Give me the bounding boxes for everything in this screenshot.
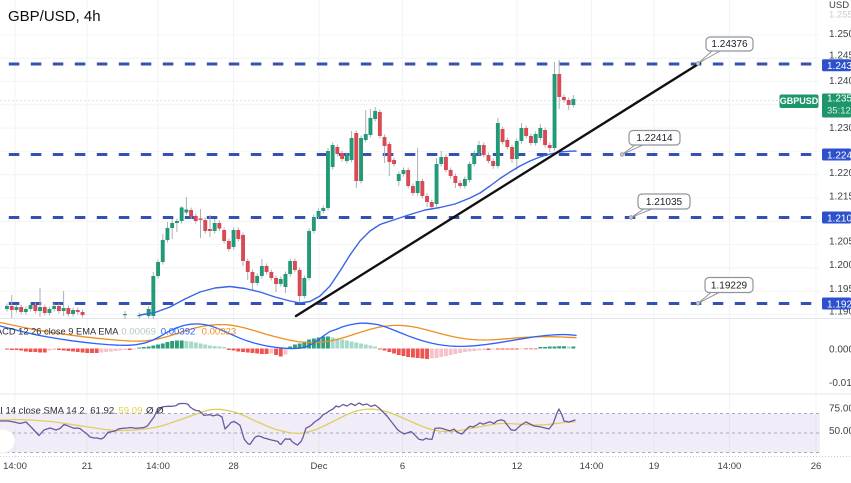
svg-text:1.24000: 1.24000 — [829, 76, 851, 87]
svg-text:19: 19 — [649, 461, 660, 472]
svg-text:0.00000: 0.00000 — [829, 345, 851, 356]
svg-text:0.00323: 0.00323 — [202, 327, 237, 338]
svg-text:14:00: 14:00 — [3, 461, 27, 472]
svg-text:26: 26 — [811, 461, 822, 472]
svg-text:-0.0100: -0.0100 — [829, 378, 851, 389]
svg-text:1.255: 1.255 — [829, 10, 851, 21]
svg-text:1.20500: 1.20500 — [829, 237, 851, 248]
svg-text:14:00: 14:00 — [146, 461, 170, 472]
svg-text:14:00: 14:00 — [580, 461, 604, 472]
svg-text:Dec: Dec — [311, 461, 328, 472]
svg-text:61.92: 61.92 — [90, 405, 114, 416]
svg-text:0.00392: 0.00392 — [161, 327, 196, 338]
svg-text:1.20000: 1.20000 — [829, 260, 851, 271]
svg-text:14:00: 14:00 — [718, 461, 742, 472]
svg-text:28: 28 — [228, 461, 239, 472]
svg-text:1.24376: 1.24376 — [711, 39, 748, 50]
svg-text:GBP/USD, 4h: GBP/USD, 4h — [8, 8, 101, 25]
svg-text:1.21035: 1.21035 — [646, 197, 683, 208]
svg-text:6: 6 — [400, 461, 405, 472]
svg-text:1.22414: 1.22414 — [636, 133, 673, 144]
svg-text:1.19229: 1.19229 — [827, 299, 851, 310]
svg-text:RSI 14 close SMA 14 2: RSI 14 close SMA 14 2 — [0, 405, 85, 416]
svg-text:1.2355: 1.2355 — [827, 94, 851, 105]
svg-text:1.21500: 1.21500 — [829, 192, 851, 203]
svg-text:50.0000: 50.0000 — [829, 426, 851, 437]
svg-text:1.22000: 1.22000 — [829, 168, 851, 179]
svg-text:35:12: 35:12 — [827, 106, 851, 117]
svg-text:21: 21 — [82, 461, 93, 472]
svg-text:1.19000: 1.19000 — [829, 307, 851, 318]
svg-text:1.19229: 1.19229 — [711, 281, 748, 292]
svg-text:Ø Ø: Ø Ø — [146, 405, 164, 416]
svg-text:1.22414: 1.22414 — [827, 150, 851, 161]
svg-text:1.24376: 1.24376 — [827, 61, 851, 72]
svg-text:1.23000: 1.23000 — [829, 123, 851, 134]
svg-text:1.19500: 1.19500 — [829, 284, 851, 295]
svg-text:GBPUSD: GBPUSD — [780, 96, 819, 106]
svg-text:75.0000: 75.0000 — [829, 404, 851, 415]
svg-text:12: 12 — [512, 461, 523, 472]
svg-text:MACD 12 26 close 9 EMA EMA: MACD 12 26 close 9 EMA EMA — [0, 327, 119, 337]
svg-text:USD ˇ: USD ˇ — [829, 0, 851, 11]
svg-text:1.21035: 1.21035 — [827, 213, 851, 224]
svg-text:0.00069: 0.00069 — [121, 327, 156, 338]
svg-text:1.24500: 1.24500 — [829, 50, 851, 61]
svg-text:1.25000: 1.25000 — [829, 29, 851, 40]
svg-text:59.09: 59.09 — [118, 405, 142, 416]
